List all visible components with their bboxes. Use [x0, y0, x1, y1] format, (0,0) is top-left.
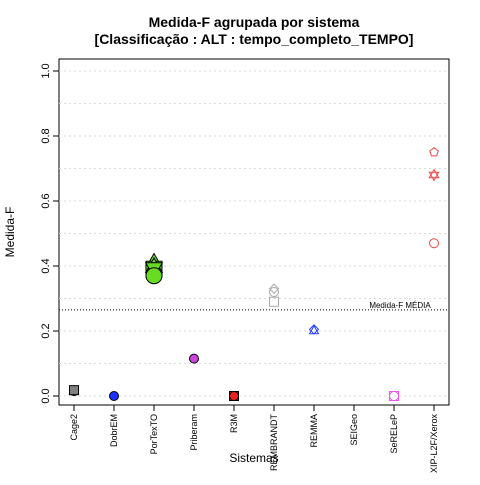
data-point — [428, 168, 440, 182]
x-tick-label: R3M — [229, 414, 239, 433]
x-tick-label: SeRELeP — [389, 414, 399, 454]
data-point — [429, 147, 439, 157]
mean-line-group: Medida-F MÉDIA — [59, 301, 449, 311]
x-tick-label: SEIGeo — [349, 414, 359, 446]
data-point — [189, 353, 199, 364]
data-point — [229, 391, 239, 401]
x-tick-label: PorTexTO — [149, 414, 159, 454]
data-point — [269, 287, 279, 297]
data-point — [109, 391, 119, 401]
x-tick-label: XIP-L2F/Xerox — [429, 414, 439, 474]
data-points — [68, 147, 440, 401]
y-tick-label: 0.8 — [40, 128, 52, 143]
chart-title-line2: [Classificação : ALT : tempo_completo_TE… — [95, 31, 414, 47]
y-tick-label: 0.4 — [40, 258, 52, 273]
y-axis-label: Medida-F — [3, 207, 17, 258]
x-tick-label: Priberam — [189, 414, 199, 451]
data-point-part — [428, 171, 440, 182]
data-point — [145, 267, 163, 285]
plot-frame — [58, 58, 450, 406]
data-point — [429, 238, 439, 249]
grid-lines — [59, 70, 449, 397]
y-tick-label: 0.2 — [40, 323, 52, 338]
x-axis: Cage2 DobrEM PorTexTO Priberam R3M REMBRANDT R… — [69, 405, 439, 473]
y-tick-label: 0.0 — [40, 388, 52, 403]
x-tick-label: REMBRANDT — [269, 414, 279, 472]
data-point — [269, 296, 279, 307]
y-tick-label: 1.0 — [40, 63, 52, 78]
x-tick-label: Cage2 — [69, 414, 79, 441]
data-point — [69, 385, 79, 396]
chart-title-line1: Medida-F agrupada por sistema — [149, 14, 360, 30]
data-point — [389, 391, 399, 401]
x-tick-label: DobrEM — [109, 414, 119, 447]
data-point-part — [428, 168, 440, 179]
data-point — [308, 324, 320, 335]
y-tick-label: 0.6 — [40, 193, 52, 208]
mean-line-label: Medida-F MÉDIA — [369, 301, 431, 310]
data-point — [268, 283, 280, 294]
x-axis-label: Sistemas — [229, 451, 278, 465]
x-tick-label: REMMA — [309, 414, 319, 448]
y-axis: 0.0 0.2 0.4 0.6 0.8 1.0 — [40, 63, 59, 404]
